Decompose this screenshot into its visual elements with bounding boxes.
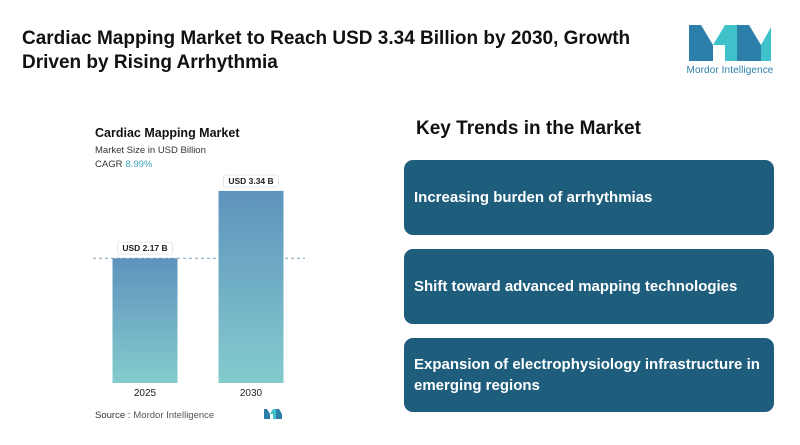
mordor-small-logo-icon [264, 409, 282, 419]
page-headline: Cardiac Mapping Market to Reach USD 3.34… [22, 28, 631, 73]
trend-text: Increasing burden of arrhythmias [414, 189, 653, 206]
data-label-box [223, 174, 279, 188]
trend-card-ep-infrastructure: Expansion of electrophysiology infrastru… [404, 338, 774, 412]
source-note: Source : Mordor Intelligence [95, 410, 214, 421]
x-tick-label: 2030 [240, 388, 263, 399]
source-name: Mordor Intelligence [133, 410, 215, 421]
trend-text: Expansion of electrophysiology infrastru… [414, 356, 760, 394]
chart-subtitle: Market Size in USD Billion [95, 145, 206, 156]
chart-cagr: CAGR 8.99% [95, 159, 152, 170]
source-label: Source : [95, 410, 131, 421]
bar-2025 [112, 258, 178, 383]
logo-wordmark: Mordor Intelligence [686, 65, 774, 76]
cagr-value: 8.99% [125, 159, 153, 170]
data-label-box [117, 241, 173, 255]
trend-card-arrhythmia: Increasing burden of arrhythmias [404, 160, 774, 235]
trend-card-mapping-tech: Shift toward advanced mapping technologi… [404, 249, 774, 324]
trends-title: Key Trends in the Market [416, 118, 641, 139]
x-tick-label: 2025 [134, 388, 157, 399]
mordor-intelligence-logo: Mordor Intelligence [680, 21, 780, 79]
bar-2030 [218, 190, 284, 383]
mordor-intelligence-logo-icon [689, 25, 771, 61]
trend-text: Shift toward advanced mapping technologi… [414, 278, 738, 295]
cagr-label: CAGR [95, 159, 123, 170]
chart-title: Cardiac Mapping Market [95, 126, 240, 140]
data-label: USD 3.34 B [228, 176, 273, 186]
data-label: USD 2.17 B [122, 243, 167, 253]
